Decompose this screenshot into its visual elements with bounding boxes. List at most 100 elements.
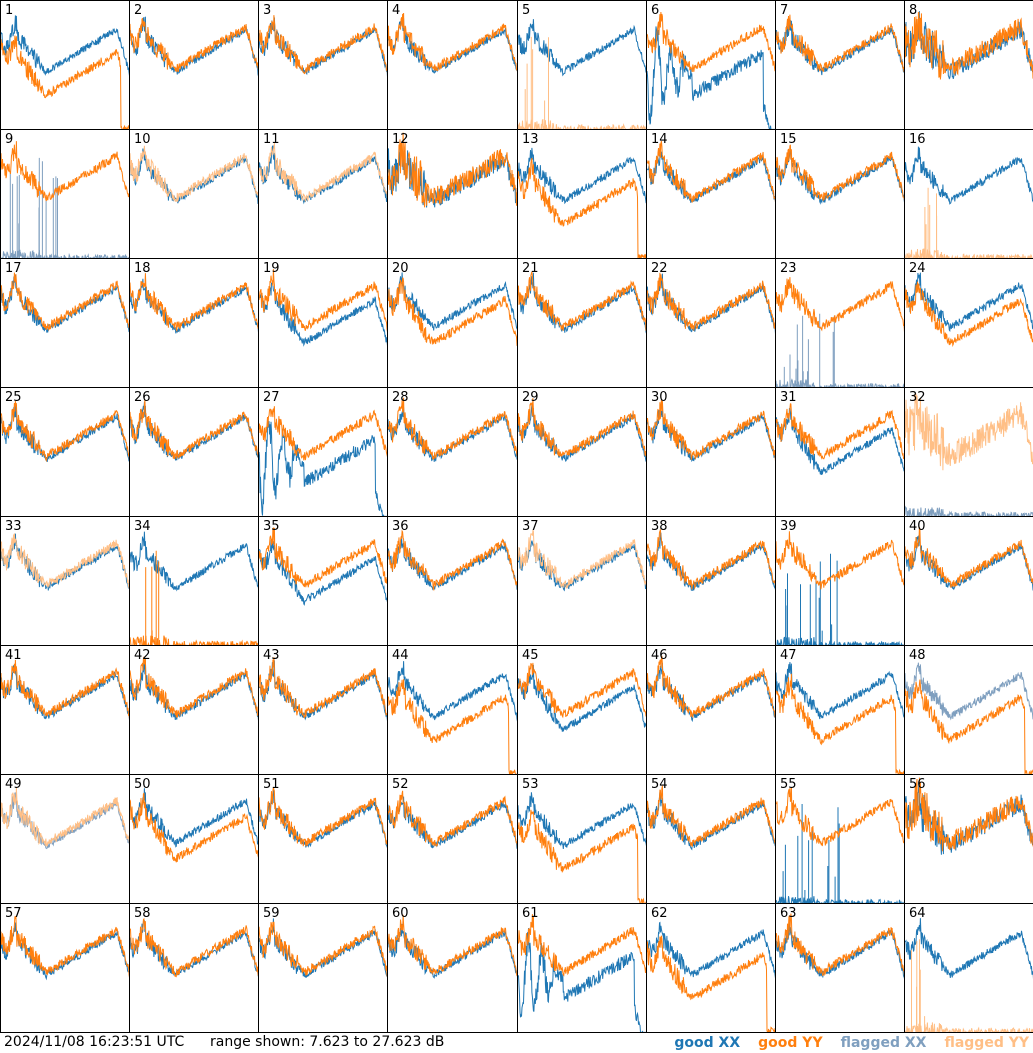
panel-58-yy-series xyxy=(130,917,258,978)
panel-11-yy-series xyxy=(259,142,387,202)
panel-32: 32 xyxy=(904,387,1033,517)
panel-10-yy-series xyxy=(130,145,258,203)
panel-23: 23 xyxy=(775,258,905,388)
panel-35-yy-series xyxy=(259,527,387,588)
panel-32-plot xyxy=(905,393,1033,516)
panel-43-plot xyxy=(259,657,387,722)
panel-22-plot xyxy=(647,272,775,335)
panel-46-plot xyxy=(647,655,775,723)
panel-4-plot xyxy=(388,12,517,74)
panel-61-xx-series xyxy=(518,928,646,1032)
panel-50-yy-series xyxy=(130,792,258,863)
panel-13-yy-series xyxy=(518,157,646,258)
panel-50-plot xyxy=(130,788,258,863)
panel-7-xx-series xyxy=(776,20,904,76)
legend-item-good-yy: good YY xyxy=(758,1035,823,1051)
panel-40-yy-series xyxy=(905,526,1033,588)
panel-55-yy-series xyxy=(776,787,904,847)
panel-6-label: 6 xyxy=(651,3,660,18)
panel-59-plot xyxy=(259,918,387,978)
panel-21-xx-series xyxy=(518,272,646,334)
panel-47: 47 xyxy=(775,645,905,775)
panel-47-xx-series xyxy=(776,662,904,720)
panel-35-label: 35 xyxy=(263,519,280,534)
panel-59-label: 59 xyxy=(263,906,280,921)
panel-51-plot xyxy=(259,786,387,849)
panel-2-plot xyxy=(130,16,258,77)
panel-2-label: 2 xyxy=(134,3,143,18)
panel-7-yy-series xyxy=(776,14,904,72)
panel-29-yy-series xyxy=(518,398,646,458)
panel-18-plot xyxy=(130,273,258,334)
panel-59-yy-series xyxy=(259,921,387,977)
panel-37-plot xyxy=(518,529,646,592)
panel-45-xx-series xyxy=(518,664,646,732)
panel-63-label: 63 xyxy=(780,906,797,921)
panel-55-plot xyxy=(776,787,904,903)
panel-62-xx-series xyxy=(647,921,775,979)
panel-17-plot xyxy=(1,272,129,333)
panel-51: 51 xyxy=(258,774,388,904)
panel-63: 63 xyxy=(775,903,905,1033)
panel-2-yy-series xyxy=(130,17,258,73)
panel-39: 39 xyxy=(775,516,905,646)
panel-48-plot xyxy=(905,662,1033,774)
panel-31-label: 31 xyxy=(780,390,797,405)
panel-45-yy-series xyxy=(518,662,646,719)
panel-23-label: 23 xyxy=(780,261,797,276)
panel-8-label: 8 xyxy=(909,3,918,18)
panel-14-label: 14 xyxy=(651,132,668,147)
panel-39-yy-series xyxy=(776,531,904,590)
panel-26-plot xyxy=(130,399,258,461)
panel-39-xx-series xyxy=(776,636,904,645)
panel-46-label: 46 xyxy=(651,648,668,663)
panel-3-plot xyxy=(259,15,387,77)
panel-64-label: 64 xyxy=(909,906,926,921)
panel-2: 2 xyxy=(129,0,259,130)
panel-41-xx-series xyxy=(1,663,129,721)
panel-42: 42 xyxy=(129,645,259,775)
panel-54-yy-series xyxy=(647,785,775,848)
panel-36: 36 xyxy=(387,516,518,646)
panel-49-yy-series xyxy=(1,787,129,847)
panel-16-xx-series xyxy=(905,146,1033,205)
panel-55-xx-spikes xyxy=(782,804,840,903)
panel-40: 40 xyxy=(904,516,1033,646)
panel-14: 14 xyxy=(646,129,776,259)
panel-43-label: 43 xyxy=(263,648,280,663)
panel-24-plot xyxy=(905,272,1033,348)
panel-16: 16 xyxy=(904,129,1033,259)
panel-44-label: 44 xyxy=(392,648,409,663)
panel-19-plot xyxy=(259,269,387,347)
panel-41: 41 xyxy=(0,645,130,775)
panel-48-yy-series xyxy=(905,679,1033,774)
panel-21-label: 21 xyxy=(522,261,539,276)
panel-35-plot xyxy=(259,527,387,606)
panel-14-yy-series xyxy=(647,140,775,203)
panel-22: 22 xyxy=(646,258,776,388)
panel-4-xx-series xyxy=(388,17,517,74)
panel-25: 25 xyxy=(0,387,130,517)
panel-9-label: 9 xyxy=(5,132,14,147)
panel-11-plot xyxy=(259,142,387,205)
panel-64: 64 xyxy=(904,903,1033,1033)
panel-20: 20 xyxy=(387,258,518,388)
panel-28-label: 28 xyxy=(392,390,409,405)
panel-24: 24 xyxy=(904,258,1033,388)
panel-3-label: 3 xyxy=(263,3,272,18)
panel-38-yy-series xyxy=(647,529,775,590)
panel-58-plot xyxy=(130,917,258,978)
panel-5-yy-spikes xyxy=(524,36,549,129)
panel-15-plot xyxy=(776,144,904,205)
panel-61-yy-series xyxy=(518,914,646,977)
panel-33-plot xyxy=(1,533,129,591)
panel-56-label: 56 xyxy=(909,777,926,792)
panel-30: 30 xyxy=(646,387,776,517)
panel-58: 58 xyxy=(129,903,259,1033)
panel-20-yy-series xyxy=(388,277,517,347)
panel-57-yy-series xyxy=(1,915,129,978)
panel-19-xx-series xyxy=(259,281,387,347)
panel-59-xx-series xyxy=(259,918,387,978)
legend-item-good-xx: good XX xyxy=(674,1035,741,1051)
panel-56-plot xyxy=(905,777,1033,855)
